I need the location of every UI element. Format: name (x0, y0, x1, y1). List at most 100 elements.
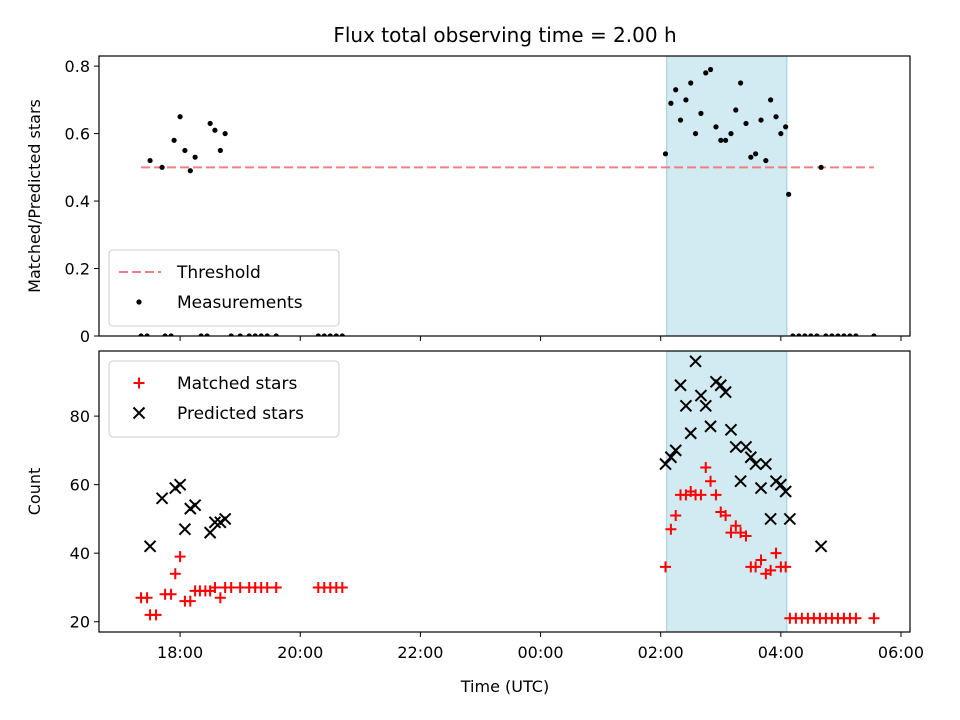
data-point (162, 333, 168, 336)
data-point (770, 547, 782, 559)
data-point (662, 151, 669, 157)
data-point (177, 114, 183, 120)
data-point (159, 164, 165, 170)
data-point (188, 498, 202, 512)
data-point (321, 333, 327, 336)
x-tick-label: 22:00 (397, 643, 443, 662)
data-point (744, 451, 758, 464)
data-point (218, 512, 232, 526)
data-point (814, 333, 820, 336)
data-point (187, 168, 193, 174)
legend: Threshold Measurements (108, 249, 340, 327)
data-point (724, 423, 738, 437)
data-point (679, 399, 693, 413)
data-point (786, 191, 792, 197)
data-point (740, 530, 752, 542)
data-point (212, 127, 218, 133)
data-point (703, 70, 709, 76)
legend-marker (133, 377, 145, 389)
data-point (692, 130, 699, 137)
data-point (664, 451, 678, 464)
data-point (763, 157, 769, 164)
data-point (808, 333, 814, 336)
data-point (198, 333, 204, 336)
data-point (768, 97, 774, 103)
data-point (270, 581, 282, 593)
data-point (754, 481, 768, 495)
data-point (668, 100, 674, 106)
x-tick-label: 18:00 (157, 643, 203, 662)
data-point (184, 595, 196, 607)
data-point (182, 147, 188, 154)
legend-label: Matched stars (177, 374, 297, 394)
data-point (730, 520, 742, 532)
data-point (835, 333, 841, 336)
data-point (178, 522, 192, 536)
y-tick-label: 0.8 (65, 57, 90, 76)
plot-frame (98, 350, 911, 633)
data-point (673, 87, 679, 93)
data-point (780, 561, 792, 573)
data-point (665, 523, 677, 535)
data-point (823, 333, 829, 336)
data-point (764, 512, 777, 526)
data-point (222, 130, 228, 137)
data-point (700, 462, 712, 474)
y-axis-label: Matched/Predicted stars (25, 99, 44, 293)
data-point (203, 526, 217, 539)
legend-label: Measurements (177, 293, 303, 313)
data-point (237, 333, 243, 336)
data-point (749, 457, 762, 471)
x-tick-label: 04:00 (758, 643, 804, 662)
data-point (688, 80, 694, 86)
data-point (217, 147, 223, 154)
data-point (327, 333, 333, 336)
data-point (739, 440, 753, 454)
legend-marker (132, 406, 146, 420)
data-point (171, 137, 177, 143)
data-point (847, 333, 853, 336)
legend-marker (136, 299, 142, 305)
data-point (871, 333, 877, 336)
data-point (748, 154, 754, 160)
data-point (208, 516, 222, 529)
data-point (779, 485, 792, 498)
data-point (829, 333, 835, 336)
data-point (339, 333, 345, 336)
chart-title: Flux total observing time = 2.00 h (333, 23, 676, 47)
plot-frame (98, 55, 911, 337)
x-axis-label: Time (UTC) (460, 677, 549, 696)
x-tick-label: 06:00 (878, 643, 924, 662)
data-point (258, 333, 264, 336)
data-point (814, 540, 828, 553)
data-point (759, 457, 773, 471)
data-point (315, 333, 321, 336)
data-point (718, 137, 724, 143)
data-point (174, 551, 186, 563)
data-point (774, 478, 788, 491)
data-point (755, 554, 767, 566)
data-point (143, 540, 157, 553)
data-point (209, 581, 221, 593)
data-point (743, 120, 749, 127)
data-point (714, 379, 727, 392)
data-point (710, 489, 722, 501)
data-point (773, 114, 779, 120)
data-point (753, 151, 759, 157)
data-point (155, 492, 169, 505)
data-point (802, 333, 808, 336)
data-point (252, 333, 258, 336)
data-point (733, 107, 739, 113)
data-point (214, 592, 226, 604)
data-point (207, 120, 213, 127)
x-tick-label: 02:00 (638, 643, 684, 662)
y-axis-label: Count (25, 468, 44, 516)
y-tick-label: 0.2 (65, 260, 90, 279)
data-point (684, 427, 697, 440)
legend: Matched stars Predicted stars (108, 360, 340, 438)
data-point (168, 333, 174, 336)
data-point (868, 612, 880, 624)
data-point (246, 333, 252, 336)
data-point (699, 399, 712, 413)
data-point (169, 568, 181, 580)
